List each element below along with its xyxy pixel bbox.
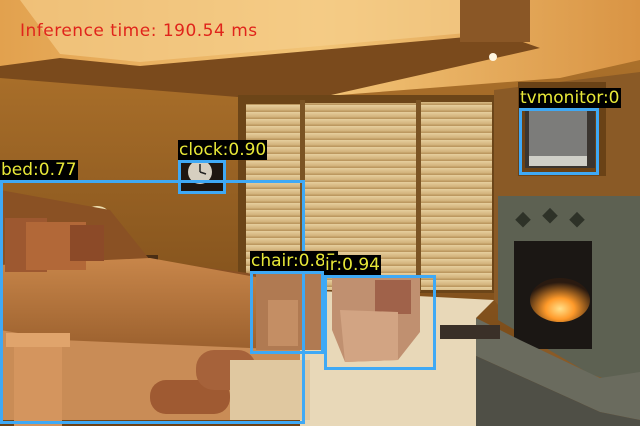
detection-label-clock: clock:0.90 [178, 140, 268, 160]
detection-label-tvmonitor: tvmonitor:0 [519, 88, 621, 108]
detection-box-bed: bed:0.77 [0, 160, 305, 424]
detection-box-clock: clock:0.90 [178, 140, 268, 194]
detection-box-chair-1: chair:0.85 [250, 251, 338, 354]
detection-label-bed: bed:0.77 [0, 160, 78, 180]
detection-box-chair-2: ir:0.94 [324, 255, 436, 370]
detection-label-chair-1: chair:0.85 [250, 251, 338, 271]
inference-time-text: Inference time: 190.54 ms [20, 21, 258, 41]
detection-box-tvmonitor: tvmonitor:0 [519, 88, 621, 175]
detection-label-chair-2: ir:0.94 [324, 255, 381, 275]
